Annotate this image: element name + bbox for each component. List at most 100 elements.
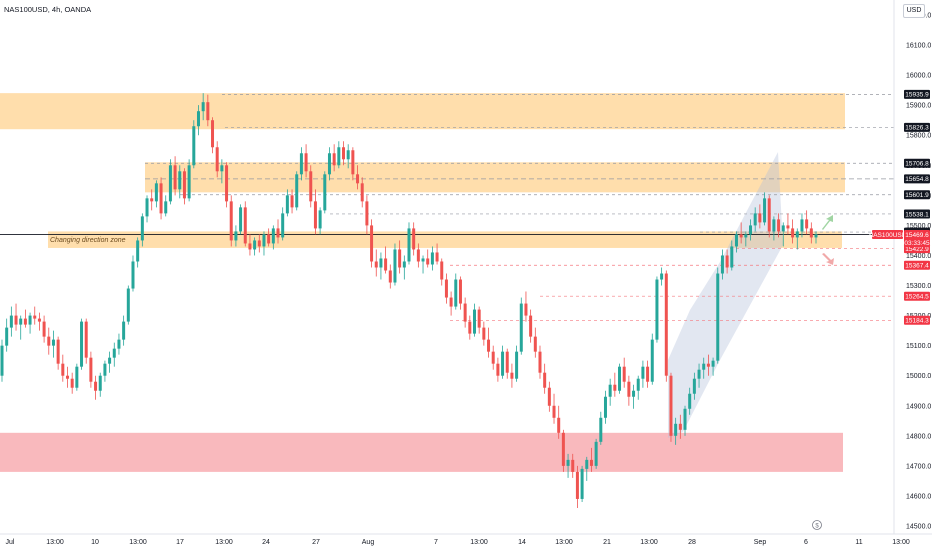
price-tag xyxy=(904,190,930,200)
candle xyxy=(262,234,266,247)
candle xyxy=(552,405,556,418)
candle xyxy=(795,231,799,238)
candle xyxy=(192,126,196,166)
candle xyxy=(758,213,762,223)
time-tick-label: 13:00 xyxy=(46,539,64,546)
candle xyxy=(543,372,547,388)
price-tags-layer: 15935.9 15826.3 15706.8 15654.8 15601.9 15538… xyxy=(869,89,930,325)
price-tick-label: 14600.0 xyxy=(906,493,931,500)
price-tag xyxy=(904,158,930,168)
price-tag-value: 15601.9 xyxy=(905,192,929,199)
candle xyxy=(753,213,757,226)
candle xyxy=(613,384,617,391)
time-tick-label: 13:00 xyxy=(129,539,147,546)
last-price-value: 15469.6 xyxy=(905,232,929,239)
candle xyxy=(398,249,402,268)
changing-direction-zone xyxy=(48,231,842,248)
candle xyxy=(472,309,476,334)
time-tick-label: 21 xyxy=(603,539,611,546)
time-tick-label: 6 xyxy=(804,539,808,546)
candle xyxy=(412,228,416,250)
time-tick-label: Aug xyxy=(362,539,375,546)
candle xyxy=(664,273,668,376)
candle xyxy=(332,153,336,166)
candle xyxy=(800,219,804,232)
candle xyxy=(159,183,163,214)
event-icon[interactable]: $ xyxy=(812,520,822,530)
candle xyxy=(309,171,313,202)
price-tag xyxy=(904,260,930,270)
candle xyxy=(739,234,743,238)
candle xyxy=(215,147,219,172)
last-price-tag xyxy=(904,230,930,248)
time-axis[interactable]: Jul 13:00 10 13:00 17 13:00 24 27 Aug 7 13:00 14 13:… xyxy=(6,539,910,546)
price-tag xyxy=(904,209,930,219)
candle xyxy=(5,327,9,346)
candle xyxy=(164,201,168,214)
price-tag-value: 15422.9 xyxy=(905,246,929,253)
candle xyxy=(384,258,388,271)
candle xyxy=(61,363,65,376)
candle xyxy=(103,363,107,376)
price-tick-label: 16100.0 xyxy=(906,43,931,50)
candle xyxy=(23,318,27,325)
price-tick-label: 14700.0 xyxy=(906,463,931,470)
candle xyxy=(702,363,706,370)
candle xyxy=(351,150,355,175)
price-tick-label: 15400.0 xyxy=(906,253,931,260)
candle xyxy=(267,234,271,244)
candle xyxy=(65,375,69,379)
symbol-tag-label: NAS100USD xyxy=(869,232,907,239)
candle xyxy=(51,339,55,346)
candle xyxy=(276,228,280,238)
candle xyxy=(557,417,561,433)
time-tick-label: 13:00 xyxy=(215,539,233,546)
candle xyxy=(393,249,397,283)
price-tag-value: 15538.1 xyxy=(905,211,929,218)
changing-direction-zone-label: Changing direction zone xyxy=(50,237,126,244)
price-tick-label: 15900.0 xyxy=(906,103,931,110)
candle xyxy=(660,273,664,280)
price-tag-value: 15826.3 xyxy=(905,125,929,132)
candle xyxy=(402,261,406,268)
candle xyxy=(515,351,519,379)
candle xyxy=(290,195,294,208)
candle xyxy=(178,171,182,190)
candle xyxy=(622,366,626,382)
price-tag-value: 15184.3 xyxy=(905,318,929,325)
candle xyxy=(187,165,191,199)
candle xyxy=(47,336,51,346)
candle xyxy=(80,321,84,367)
candle xyxy=(196,111,200,127)
candle xyxy=(697,369,701,379)
candle xyxy=(566,459,570,466)
candle xyxy=(211,120,215,148)
candle xyxy=(468,321,472,334)
candle xyxy=(37,318,41,322)
candle xyxy=(257,240,261,247)
currency-button[interactable]: USD xyxy=(903,4,925,18)
candle xyxy=(9,315,13,328)
resistance-zone xyxy=(145,162,845,193)
candle xyxy=(767,198,771,232)
candle xyxy=(524,303,528,316)
candle xyxy=(70,378,74,388)
time-tick-label: 28 xyxy=(688,539,696,546)
candle xyxy=(510,372,514,379)
candle xyxy=(477,309,481,328)
candle xyxy=(585,459,589,469)
candle xyxy=(627,381,631,397)
candle xyxy=(763,198,767,223)
candle xyxy=(561,432,565,466)
candle xyxy=(650,339,654,382)
candle xyxy=(646,366,650,382)
candle xyxy=(145,198,149,217)
candle xyxy=(529,315,533,337)
candle xyxy=(505,351,509,373)
candle xyxy=(426,258,430,265)
candle xyxy=(655,279,659,340)
candle xyxy=(346,150,350,160)
candle xyxy=(416,249,420,262)
time-tick-label: 13:00 xyxy=(470,539,488,546)
